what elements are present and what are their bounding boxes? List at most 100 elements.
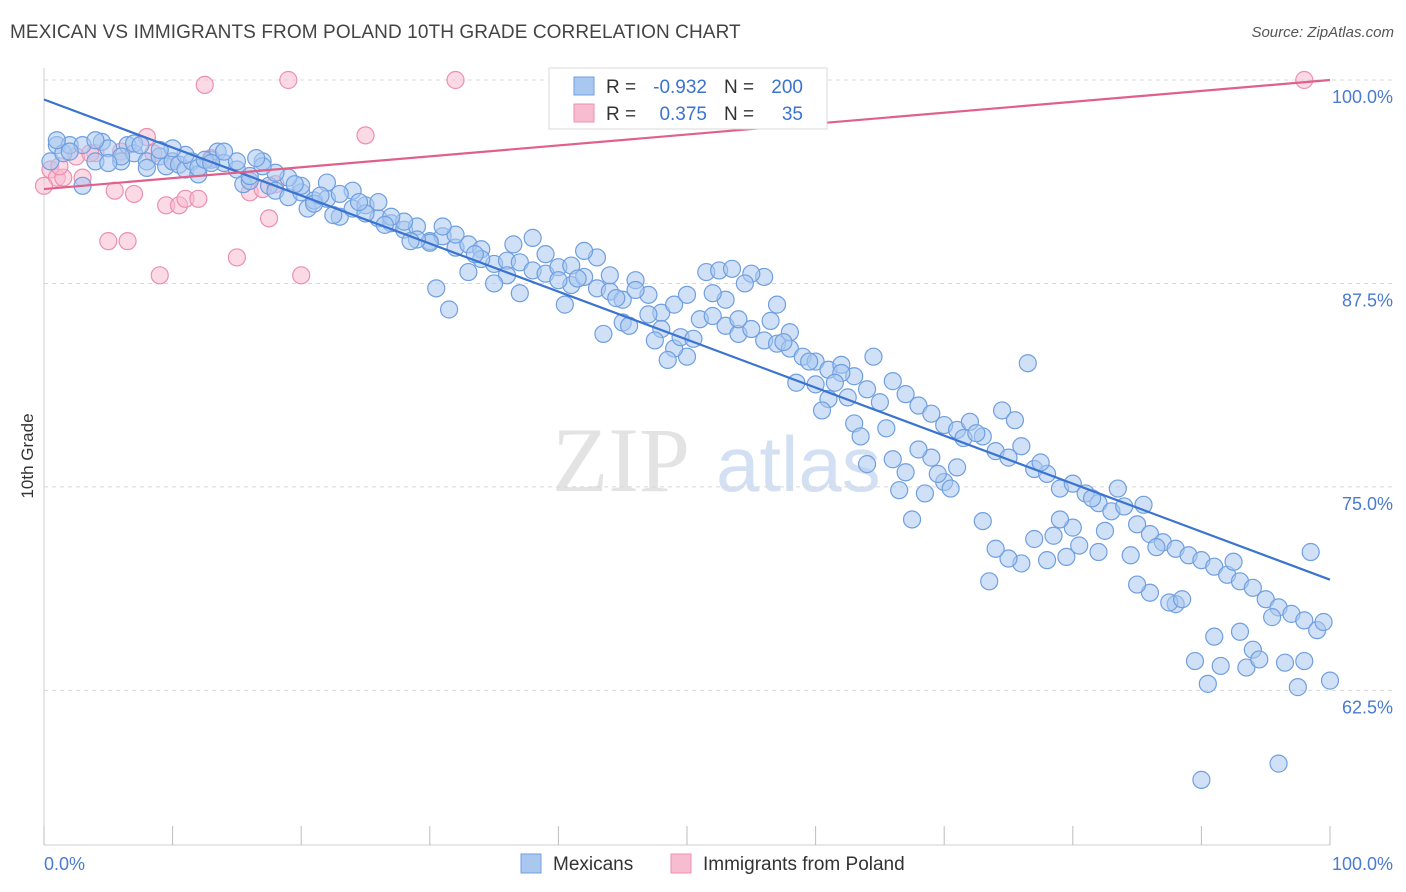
data-point bbox=[967, 424, 986, 443]
data-point bbox=[1057, 547, 1076, 567]
data-point bbox=[1320, 671, 1340, 690]
data-point bbox=[1230, 622, 1250, 641]
data-point bbox=[124, 184, 144, 204]
data-point bbox=[639, 305, 658, 324]
data-point bbox=[86, 131, 105, 150]
legend-swatch-poland bbox=[670, 853, 692, 874]
data-point bbox=[825, 373, 844, 392]
series-legend: Mexicans Immigrants from Poland bbox=[520, 853, 905, 875]
data-point bbox=[1121, 546, 1140, 565]
data-point bbox=[909, 440, 928, 459]
data-point bbox=[883, 450, 902, 469]
data-point bbox=[1185, 651, 1205, 671]
data-point bbox=[915, 484, 935, 503]
stats-legend-swatch-blue bbox=[573, 76, 595, 96]
data-point bbox=[767, 295, 787, 314]
data-point bbox=[1211, 656, 1230, 676]
stats-legend-swatch-pink bbox=[573, 103, 595, 123]
data-point bbox=[247, 149, 266, 168]
data-point bbox=[941, 479, 960, 498]
data-point bbox=[1127, 515, 1147, 534]
chart-title: MEXICAN VS IMMIGRANTS FROM POLAND 10TH G… bbox=[10, 22, 741, 43]
data-point bbox=[909, 396, 928, 415]
watermark: ZIP atlas bbox=[552, 409, 881, 511]
y-tick-label: 87.5% bbox=[1342, 290, 1393, 310]
legend-label-poland: Immigrants from Poland bbox=[703, 854, 905, 875]
data-point bbox=[1243, 578, 1262, 597]
legend-label-mexicans: Mexicans bbox=[553, 854, 633, 875]
x-axis-ticks bbox=[43, 826, 1331, 845]
data-point bbox=[928, 464, 947, 483]
data-point bbox=[1127, 575, 1147, 594]
data-point bbox=[137, 158, 156, 177]
data-point bbox=[99, 232, 118, 251]
data-point bbox=[742, 319, 761, 339]
data-point bbox=[195, 75, 214, 94]
data-point bbox=[433, 217, 452, 236]
data-point bbox=[1205, 557, 1224, 576]
y-tick-label: 75.0% bbox=[1342, 494, 1393, 514]
data-point bbox=[105, 181, 124, 200]
data-point bbox=[896, 385, 915, 404]
data-point bbox=[729, 310, 748, 329]
data-point bbox=[645, 331, 664, 350]
data-point bbox=[703, 306, 722, 326]
data-point bbox=[1044, 526, 1063, 545]
data-point bbox=[992, 401, 1012, 420]
data-point bbox=[600, 266, 619, 285]
trend-line-poland bbox=[43, 78, 1331, 191]
data-point bbox=[812, 401, 832, 420]
stats-n-value-blue: 200 bbox=[771, 77, 803, 98]
data-point bbox=[227, 248, 246, 267]
data-point bbox=[1108, 479, 1127, 498]
data-point bbox=[227, 152, 246, 171]
data-point bbox=[735, 274, 754, 293]
y-tick-label: 62.5% bbox=[1342, 697, 1393, 717]
data-point bbox=[1256, 590, 1275, 609]
legend-swatch-mexicans bbox=[520, 853, 542, 874]
data-point bbox=[485, 274, 504, 293]
stats-n-label-blue: N = bbox=[724, 77, 754, 98]
data-point bbox=[890, 481, 909, 500]
data-point bbox=[1018, 354, 1037, 373]
stats-r-value-blue: -0.932 bbox=[653, 77, 707, 98]
data-point bbox=[214, 142, 234, 161]
data-point bbox=[1288, 678, 1307, 697]
data-point bbox=[356, 126, 375, 145]
data-point bbox=[427, 279, 446, 298]
data-point bbox=[150, 266, 169, 285]
data-point bbox=[896, 463, 915, 482]
data-point bbox=[1147, 538, 1166, 557]
data-point bbox=[446, 70, 465, 90]
data-point bbox=[1237, 658, 1256, 677]
data-point bbox=[504, 235, 523, 254]
data-point bbox=[774, 332, 793, 352]
data-point bbox=[1224, 552, 1243, 571]
data-point bbox=[99, 153, 118, 173]
data-point bbox=[47, 131, 66, 150]
data-point bbox=[34, 176, 54, 195]
data-point bbox=[703, 284, 722, 303]
data-point bbox=[459, 262, 478, 282]
data-point bbox=[1295, 611, 1314, 630]
data-point bbox=[722, 259, 742, 278]
trend-lines bbox=[43, 78, 1331, 581]
source-credit: Source: ZipAtlas.com bbox=[1251, 24, 1394, 41]
data-point bbox=[292, 266, 311, 285]
data-point bbox=[761, 311, 780, 330]
data-point bbox=[1173, 590, 1192, 609]
data-point bbox=[1275, 653, 1295, 672]
data-point bbox=[41, 152, 60, 171]
data-point bbox=[311, 186, 330, 205]
data-point bbox=[902, 510, 922, 529]
data-point bbox=[189, 189, 208, 208]
data-point bbox=[536, 245, 555, 264]
x-tick-label-max: 100.0% bbox=[1332, 854, 1393, 874]
data-point bbox=[864, 347, 883, 366]
data-point bbox=[677, 285, 697, 304]
data-point bbox=[446, 225, 465, 244]
data-point bbox=[665, 295, 684, 314]
data-point bbox=[677, 347, 697, 366]
watermark-zip: ZIP bbox=[552, 409, 690, 511]
